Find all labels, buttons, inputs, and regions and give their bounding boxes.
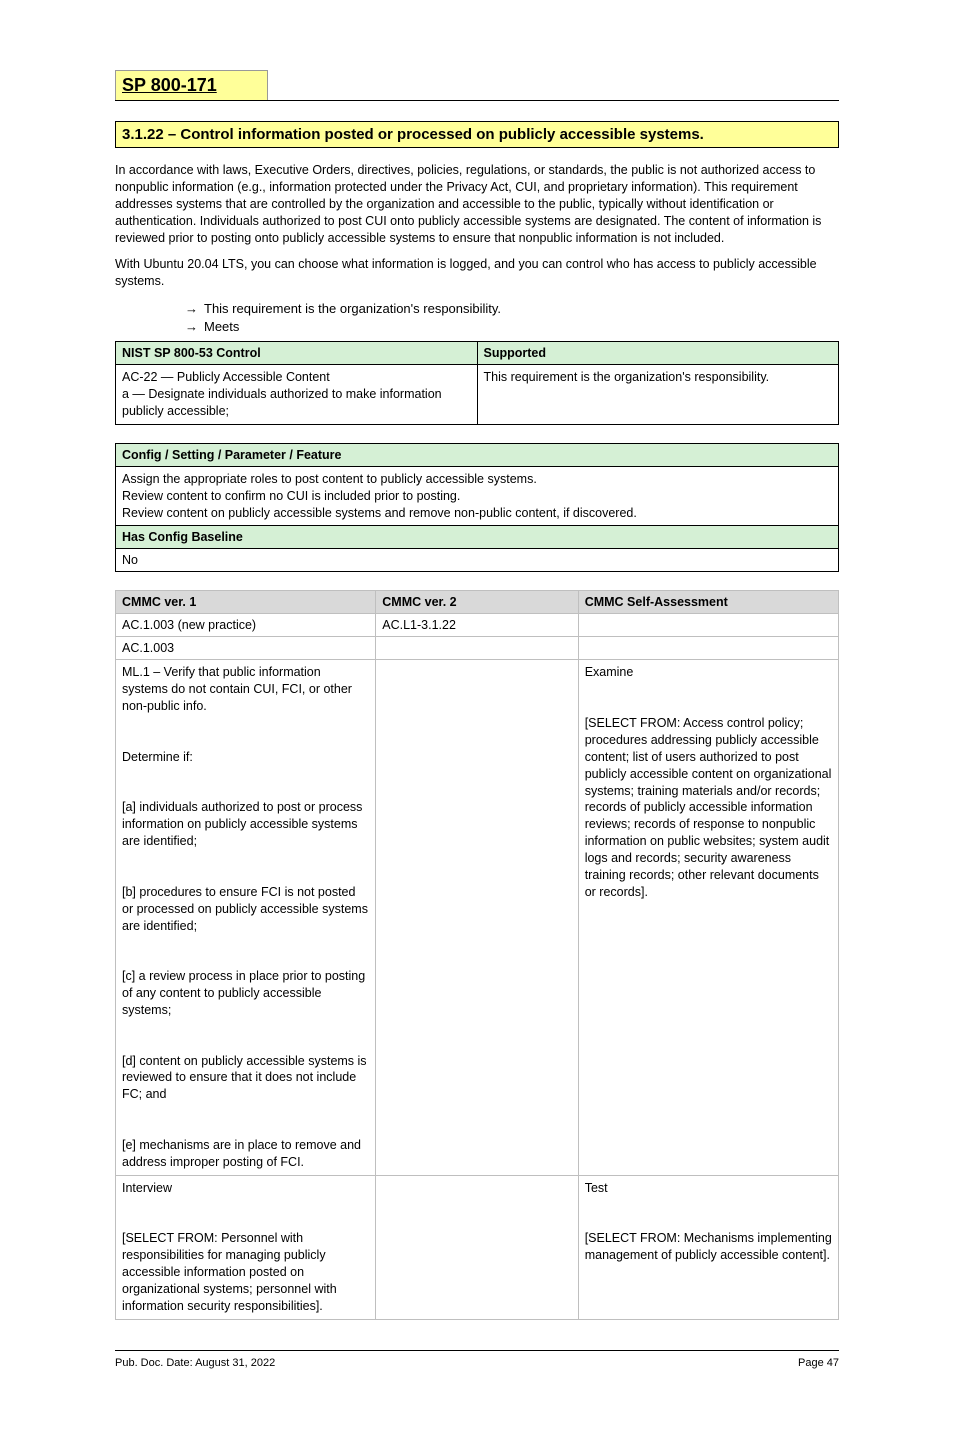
footer-date: Pub. Doc. Date: August 31, 2022 [115,1357,275,1369]
table-cell: Test[SELECT FROM: Mechanisms implementin… [578,1175,838,1319]
table-cell: No [116,549,839,572]
table-header: Supported [477,342,839,365]
arrow-text: This requirement is the organization's r… [204,300,501,318]
table-row: Has Config Baseline [116,526,839,549]
footer-page: Page 47 [798,1357,839,1369]
table-cell: Assign the appropriate roles to post con… [116,466,839,526]
table-header: CMMC Self-Assessment [578,591,838,614]
nist-control-table: NIST SP 800-53 Control Supported AC-22 —… [115,341,839,425]
config-table: Config / Setting / Parameter / Feature A… [115,443,839,573]
table-header: NIST SP 800-53 Control [116,342,478,365]
intro-paragraph-1: In accordance with laws, Executive Order… [115,162,839,246]
table-cell [376,1175,578,1319]
table-row: Config / Setting / Parameter / Feature [116,443,839,466]
table-cell [578,614,838,637]
list-item: → Meets [185,318,839,336]
intro-paragraph-2: With Ubuntu 20.04 LTS, you can choose wh… [115,256,839,290]
table-header: CMMC ver. 2 [376,591,578,614]
table-cell: ML.1 – Verify that public information sy… [116,660,376,1175]
table-cell: Examine[SELECT FROM: Access control poli… [578,660,838,1175]
page-footer: Pub. Doc. Date: August 31, 2022 Page 47 [115,1350,839,1369]
arrow-list: → This requirement is the organization's… [115,300,839,335]
table-row: AC-22 — Publicly Accessible Contenta — D… [116,365,839,425]
table-cell [376,660,578,1175]
table-cell: AC.1.003 [116,637,376,660]
table-row: Interview[SELECT FROM: Personnel with re… [116,1175,839,1319]
table-header: Has Config Baseline [116,526,839,549]
table-row: Assign the appropriate roles to post con… [116,466,839,526]
table-row: AC.1.003 [116,637,839,660]
arrow-text: Meets [204,318,239,336]
table-row: AC.1.003 (new practice) AC.L1-3.1.22 [116,614,839,637]
document-page: SP 800-171 3.1.22 – Control information … [0,0,954,1439]
table-row: No [116,549,839,572]
table-row: CMMC ver. 1 CMMC ver. 2 CMMC Self-Assess… [116,591,839,614]
cmmc-table: CMMC ver. 1 CMMC ver. 2 CMMC Self-Assess… [115,590,839,1319]
table-row: NIST SP 800-53 Control Supported [116,342,839,365]
table-cell: AC.1.003 (new practice) [116,614,376,637]
page-title: SP 800-171 [115,70,268,100]
table-cell: AC-22 — Publicly Accessible Contenta — D… [116,365,478,425]
table-cell: AC.L1-3.1.22 [376,614,578,637]
table-cell: This requirement is the organization's r… [477,365,839,425]
list-item: → This requirement is the organization's… [185,300,839,318]
title-row: SP 800-171 [115,70,839,101]
control-banner: 3.1.22 – Control information posted or p… [115,121,839,148]
table-header: Config / Setting / Parameter / Feature [116,443,839,466]
arrow-icon: → [185,318,198,336]
table-cell [376,637,578,660]
table-header: CMMC ver. 1 [116,591,376,614]
table-row: ML.1 – Verify that public information sy… [116,660,839,1175]
table-cell [578,637,838,660]
table-cell: Interview[SELECT FROM: Personnel with re… [116,1175,376,1319]
arrow-icon: → [185,300,198,318]
